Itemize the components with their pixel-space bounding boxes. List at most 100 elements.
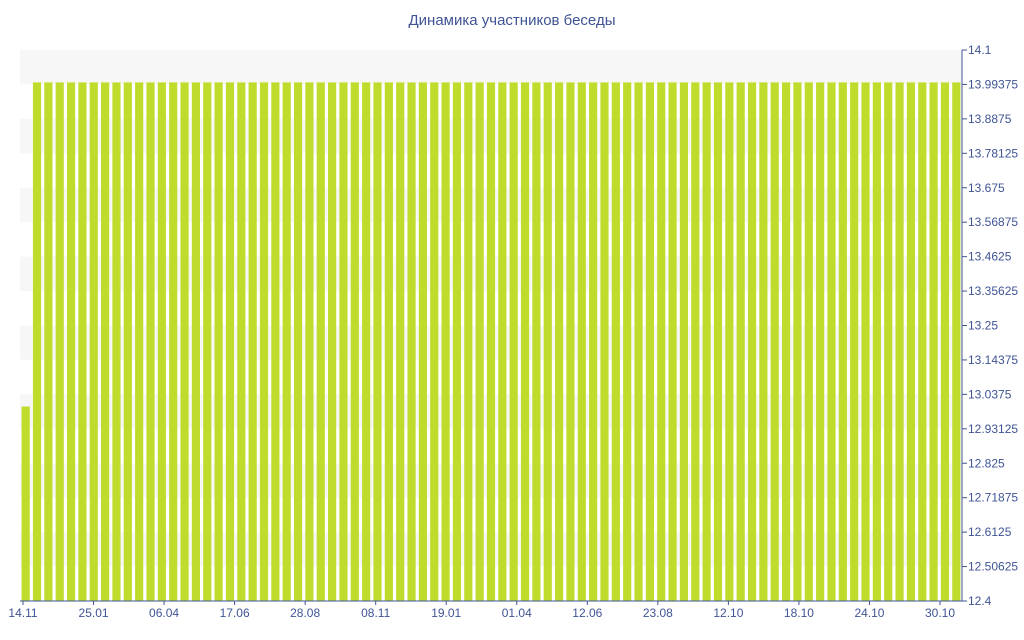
bar-series [21,82,961,601]
bar [509,82,518,601]
bar [827,82,836,601]
bar [180,82,189,601]
chart-title: Динамика участников беседы [408,12,616,29]
bar [623,82,632,601]
bar [89,82,98,601]
bar [679,82,689,601]
y-axis: 14.1 13.99375 13.8875 13.78125 13.675 13.5687… [961,43,1018,608]
bar [486,82,496,601]
bar [872,82,881,601]
y-tick-label: 13.4625 [968,250,1012,264]
x-tick-label: 01.04 [502,606,532,620]
bar [566,82,575,601]
bar [838,82,847,601]
bar [782,82,791,601]
bar [520,82,530,601]
x-tick-label: 28.08 [290,606,320,620]
bar [600,82,609,601]
x-tick-label: 25.01 [79,606,109,620]
bar [44,82,53,601]
bar [146,82,155,601]
bar [55,82,64,601]
bar [237,82,246,601]
x-tick-label: 12.06 [572,606,602,620]
y-tick-label: 13.25 [968,319,998,333]
x-tick-label: 12.10 [713,606,743,620]
y-tick-label: 13.8875 [968,112,1012,126]
y-tick-label: 14.1 [968,43,992,57]
bar [339,82,348,601]
bar [736,82,745,601]
y-tick-label: 12.825 [968,456,1005,470]
bar [362,82,371,601]
x-tick-label: 24.10 [854,606,884,620]
bar [157,82,166,601]
bar [691,82,700,601]
x-tick-label: 14.11 [8,606,37,620]
bar [225,82,235,601]
y-tick-label: 13.35625 [968,284,1018,298]
x-tick-label: 23.08 [643,606,673,620]
bar [101,82,110,601]
bar [316,82,325,601]
y-tick-label: 13.78125 [968,146,1018,160]
bar [384,82,393,601]
y-tick-label: 13.14375 [968,353,1018,367]
bar [282,82,291,601]
bar [884,82,893,601]
bar [418,82,427,601]
y-tick-label: 12.71875 [968,491,1018,505]
x-tick-label: 17.06 [220,606,250,620]
bar [248,82,257,601]
bar [373,82,382,601]
x-tick-label: 19.01 [431,606,461,620]
x-axis: 14.11 25.01 06.04 17.06 28.08 08.11 19.01 01.04… [8,600,962,620]
x-tick-label: 30.10 [925,606,955,620]
x-tick-label: 08.11 [361,606,390,620]
bar [475,82,484,601]
y-tick-label: 13.56875 [968,215,1018,229]
bar [895,82,904,601]
bar [271,82,280,601]
bar [668,82,677,601]
bar [169,82,178,601]
bar [21,406,30,601]
bar [952,82,961,601]
y-tick-label: 12.4 [968,594,992,608]
bar [747,82,757,601]
bar [328,82,337,601]
bar [713,82,723,601]
bar [32,82,42,601]
bar [407,82,416,601]
bar [861,82,870,601]
bar [191,82,200,601]
bar [770,82,779,601]
bar [498,82,507,601]
bar [577,82,586,601]
bar [452,82,462,601]
bar [555,82,564,601]
bar [793,82,802,601]
bar [816,82,825,601]
bar [906,82,916,601]
grid-band [20,50,962,85]
bar [940,82,950,601]
bar [396,82,405,601]
bar [918,82,927,601]
y-tick-label: 12.6125 [968,525,1012,539]
bar [657,82,666,601]
bar [350,82,359,601]
bar [112,82,121,601]
bar [430,82,439,601]
bar [532,82,541,601]
x-tick-label: 18.10 [784,606,814,620]
bar [214,82,223,601]
bar [203,82,212,601]
bar [66,82,76,601]
x-tick-label: 06.04 [149,606,179,620]
y-tick-label: 12.50625 [968,560,1018,574]
bar [804,82,813,601]
bar [259,82,269,601]
bar [611,82,620,601]
